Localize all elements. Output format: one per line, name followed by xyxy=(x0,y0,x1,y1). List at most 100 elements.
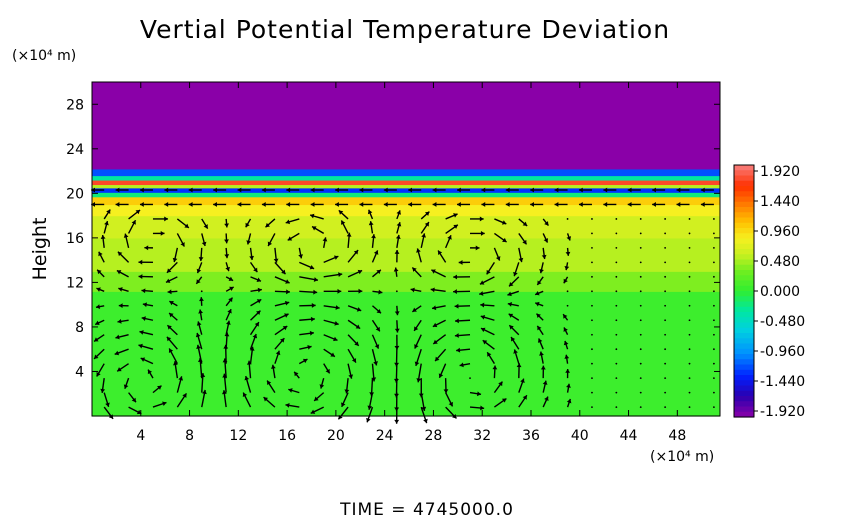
wind-vector xyxy=(676,202,690,207)
vector-point xyxy=(713,406,715,408)
vector-point xyxy=(713,362,715,365)
wind-vector xyxy=(249,346,255,364)
wind-vector xyxy=(152,385,162,394)
vector-point xyxy=(639,232,642,235)
vector-point xyxy=(566,304,569,307)
vector-point xyxy=(688,333,691,336)
colorbar-swatch xyxy=(734,296,754,303)
wind-vector xyxy=(274,300,290,307)
wind-vector xyxy=(299,261,315,270)
wind-vector xyxy=(347,269,363,278)
wind-vector xyxy=(288,388,300,394)
wind-vector xyxy=(188,187,202,193)
wind-vector xyxy=(176,393,188,408)
wind-vector xyxy=(166,261,178,274)
wind-vector xyxy=(480,302,495,308)
vector-point xyxy=(591,290,593,293)
x-tick-label: 8 xyxy=(185,428,194,444)
field-band xyxy=(92,196,720,206)
wind-vector xyxy=(414,334,422,349)
wind-vector xyxy=(225,286,235,292)
wind-vector xyxy=(188,202,202,207)
vector-point xyxy=(639,218,642,220)
colorbar-swatch xyxy=(734,243,754,250)
wind-vector xyxy=(539,351,544,364)
wind-vector xyxy=(225,262,230,272)
wind-vector xyxy=(453,274,471,280)
wind-vector xyxy=(225,276,234,282)
wind-vector xyxy=(115,202,129,207)
vector-point xyxy=(639,362,642,365)
vector-point xyxy=(615,218,618,220)
wind-vector xyxy=(118,287,129,292)
wind-vector xyxy=(420,406,428,424)
vector-point xyxy=(688,377,691,380)
wind-vector xyxy=(411,267,422,278)
x-tick-label: 36 xyxy=(522,428,540,444)
vector-point xyxy=(713,319,715,322)
wind-vector xyxy=(348,288,363,294)
vector-point xyxy=(615,406,618,408)
wind-vector xyxy=(371,250,379,263)
vector-point xyxy=(591,348,593,351)
colorbar-swatch xyxy=(734,254,754,261)
x-tick-label: 44 xyxy=(620,428,638,444)
wind-vector xyxy=(114,348,129,356)
colorbar-swatch xyxy=(734,212,754,219)
wind-vector xyxy=(123,377,130,390)
vector-point xyxy=(615,362,618,365)
vector-point xyxy=(615,377,618,380)
vector-point xyxy=(664,333,667,336)
wind-vector xyxy=(274,276,290,284)
wind-vector xyxy=(237,187,251,193)
wind-vector xyxy=(410,287,422,293)
wind-vector xyxy=(221,390,227,408)
vector-point xyxy=(688,218,691,220)
wind-vector xyxy=(542,380,548,393)
wind-vector xyxy=(313,392,325,402)
x-tick-label: 40 xyxy=(571,428,589,444)
colorbar-swatch xyxy=(734,322,754,329)
wind-vector xyxy=(507,290,520,297)
colorbar-label: 0.480 xyxy=(760,254,800,270)
wind-vector xyxy=(347,363,354,379)
wind-vector xyxy=(115,334,129,340)
colorbar-swatch xyxy=(734,175,754,182)
wind-vector xyxy=(237,202,251,207)
wind-vector xyxy=(518,378,525,393)
vector-point xyxy=(713,290,715,293)
vector-point xyxy=(664,348,667,351)
wind-vector xyxy=(138,259,153,265)
wind-vector xyxy=(198,309,203,321)
wind-vector xyxy=(249,261,258,273)
wind-vector xyxy=(420,221,430,234)
wind-vector xyxy=(395,234,401,248)
wind-vector xyxy=(542,396,549,408)
x-tick-label: 12 xyxy=(229,428,247,444)
wind-vector xyxy=(140,357,154,365)
vector-point xyxy=(688,246,691,249)
vector-point xyxy=(639,290,642,293)
wind-vector xyxy=(493,247,501,261)
wind-vector xyxy=(457,202,471,207)
wind-vector xyxy=(224,332,230,350)
wind-vector xyxy=(372,289,383,295)
colorbar-swatch xyxy=(734,259,754,266)
vector-point xyxy=(688,261,691,264)
vector-point xyxy=(664,362,667,365)
field-band xyxy=(92,175,720,181)
wind-vector xyxy=(494,397,507,408)
wind-vector xyxy=(564,354,570,364)
wind-vector xyxy=(469,405,485,411)
colorbar-swatch xyxy=(734,338,754,345)
x-tick-label: 20 xyxy=(327,428,345,444)
wind-vector xyxy=(103,209,111,220)
time-readout: TIME = 4745000.0 xyxy=(339,500,514,519)
wind-vector xyxy=(482,339,495,350)
colorbar-swatch xyxy=(734,165,754,171)
wind-vector xyxy=(274,337,285,350)
wind-vector xyxy=(273,247,279,263)
wind-vector xyxy=(176,233,185,247)
vector-point xyxy=(591,319,593,322)
wind-vector xyxy=(172,247,179,263)
